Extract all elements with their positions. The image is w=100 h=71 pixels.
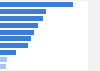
Bar <box>0 23 38 28</box>
Bar <box>0 50 16 55</box>
Bar <box>0 36 31 41</box>
Bar <box>0 9 46 14</box>
Bar <box>0 30 34 35</box>
Bar <box>0 16 42 21</box>
Bar <box>0 57 7 62</box>
Bar <box>0 2 73 7</box>
Bar <box>0 43 28 48</box>
Bar <box>0 64 6 69</box>
